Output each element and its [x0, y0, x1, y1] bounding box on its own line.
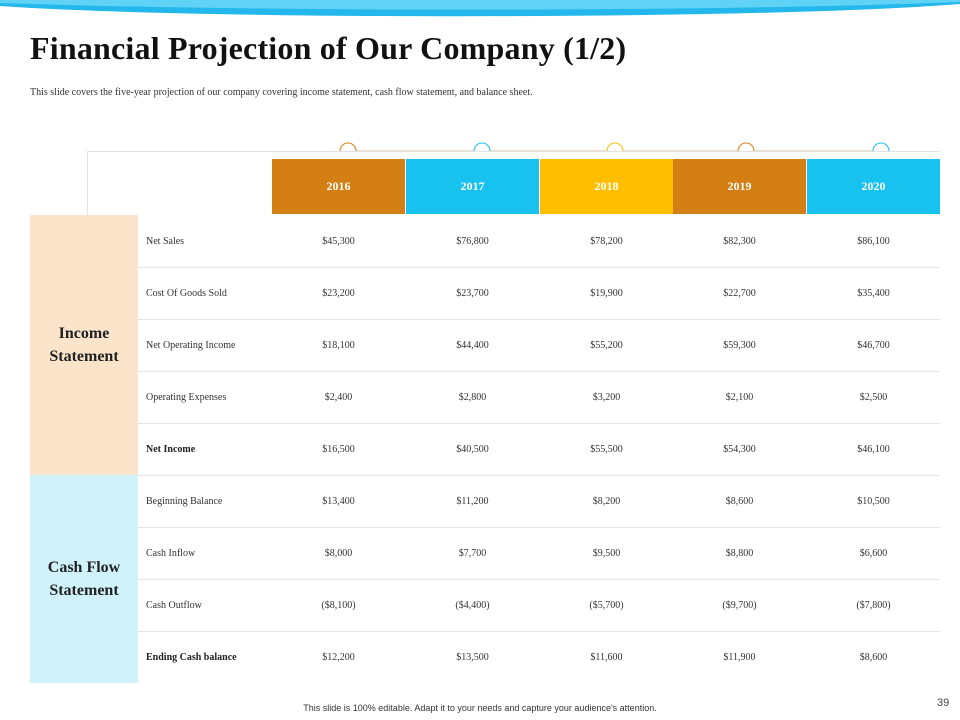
- table-row: Cash Inflow $8,000 $7,700 $9,500 $8,800 …: [138, 527, 940, 580]
- table-cell: $35,400: [857, 287, 890, 299]
- table-frame-top: [87, 151, 940, 152]
- table-row: Beginning Balance $13,400 $11,200 $8,200…: [138, 475, 940, 528]
- section-label-cash-flow-statement: Cash Flow Statement: [30, 475, 138, 683]
- table-row: Net Income $16,500 $40,500 $55,500 $54,3…: [138, 423, 940, 476]
- table-cell: $6,600: [859, 547, 888, 559]
- table-cell: ($4,400): [455, 599, 490, 611]
- table-cell: $9,500: [592, 547, 621, 559]
- table-cell: $7,700: [458, 547, 487, 559]
- table-cell: $2,500: [859, 391, 888, 403]
- row-label: Cash Outflow: [146, 599, 202, 611]
- row-label: Ending Cash balance: [146, 651, 237, 663]
- table-cell: ($7,800): [856, 599, 891, 611]
- table-cell: $11,900: [723, 651, 756, 663]
- table-cell: $11,600: [590, 651, 623, 663]
- year-header: 2018: [540, 159, 673, 214]
- table-row: Cash Outflow ($8,100) ($4,400) ($5,700) …: [138, 579, 940, 632]
- table-cell: $19,900: [590, 287, 623, 299]
- year-header: 2019: [673, 159, 806, 214]
- header-wave: [0, 0, 960, 17]
- table-cell: $8,600: [859, 651, 888, 663]
- table-row: Net Sales $45,300 $76,800 $78,200 $82,30…: [138, 215, 940, 268]
- table-row: Operating Expenses $2,400 $2,800 $3,200 …: [138, 371, 940, 424]
- table-row: Net Operating Income $18,100 $44,400 $55…: [138, 319, 940, 372]
- table-cell: $2,400: [324, 391, 353, 403]
- table-cell: $23,700: [456, 287, 489, 299]
- table-row: Ending Cash balance $12,200 $13,500 $11,…: [138, 631, 940, 683]
- table-cell: $13,500: [456, 651, 489, 663]
- table-cell: $22,700: [723, 287, 756, 299]
- row-label: Net Sales: [146, 235, 185, 247]
- table-cell: ($9,700): [722, 599, 757, 611]
- row-label: Net Income: [146, 443, 196, 455]
- table-cell: $46,100: [857, 443, 890, 455]
- table-cell: ($5,700): [589, 599, 624, 611]
- table-cell: $3,200: [592, 391, 621, 403]
- section-label-income-statement: Income Statement: [30, 215, 138, 475]
- table-cell: $82,300: [723, 235, 756, 247]
- table-cell: $8,600: [725, 495, 754, 507]
- footer-note: This slide is 100% editable. Adapt it to…: [303, 703, 657, 713]
- row-label: Net Operating Income: [146, 339, 236, 351]
- year-header: 2017: [406, 159, 539, 214]
- row-label: Beginning Balance: [146, 495, 223, 507]
- table-cell: $76,800: [456, 235, 489, 247]
- table-cell: ($8,100): [321, 599, 356, 611]
- table-cell: $2,100: [725, 391, 754, 403]
- table-cell: $78,200: [590, 235, 623, 247]
- table-cell: $59,300: [723, 339, 756, 351]
- row-label: Cost Of Goods Sold: [146, 287, 227, 299]
- year-header: 2020: [807, 159, 940, 214]
- page-title: Financial Projection of Our Company (1/2…: [30, 30, 627, 66]
- row-label: Cash Inflow: [146, 547, 196, 559]
- table-cell: $8,800: [725, 547, 754, 559]
- projection-table: 2016 2017 2018 2019 2020 Income Statemen…: [30, 159, 940, 683]
- table-cell: $44,400: [456, 339, 489, 351]
- table-cell: $23,200: [322, 287, 355, 299]
- table-cell: $12,200: [322, 651, 355, 663]
- table-cell: $55,500: [590, 443, 623, 455]
- table-cell: $10,500: [857, 495, 890, 507]
- table-frame-left: [87, 151, 88, 215]
- year-header: 2016: [272, 159, 405, 214]
- table-cell: $2,800: [458, 391, 487, 403]
- table-cell: $46,700: [857, 339, 890, 351]
- table-cell: $18,100: [322, 339, 355, 351]
- table-cell: $8,000: [324, 547, 353, 559]
- table-row: Cost Of Goods Sold $23,200 $23,700 $19,9…: [138, 267, 940, 320]
- table-cell: $13,400: [322, 495, 355, 507]
- table-cell: $11,200: [456, 495, 489, 507]
- table-cell: $55,200: [590, 339, 623, 351]
- page-number: 39: [937, 697, 950, 709]
- table-cell: $45,300: [322, 235, 355, 247]
- table-cell: $8,200: [592, 495, 621, 507]
- table-cell: $54,300: [723, 443, 756, 455]
- row-label: Operating Expenses: [146, 391, 227, 403]
- page-subtitle: This slide covers the five-year projecti…: [30, 87, 533, 98]
- table-cell: $16,500: [322, 443, 355, 455]
- table-cell: $40,500: [456, 443, 489, 455]
- table-cell: $86,100: [857, 235, 890, 247]
